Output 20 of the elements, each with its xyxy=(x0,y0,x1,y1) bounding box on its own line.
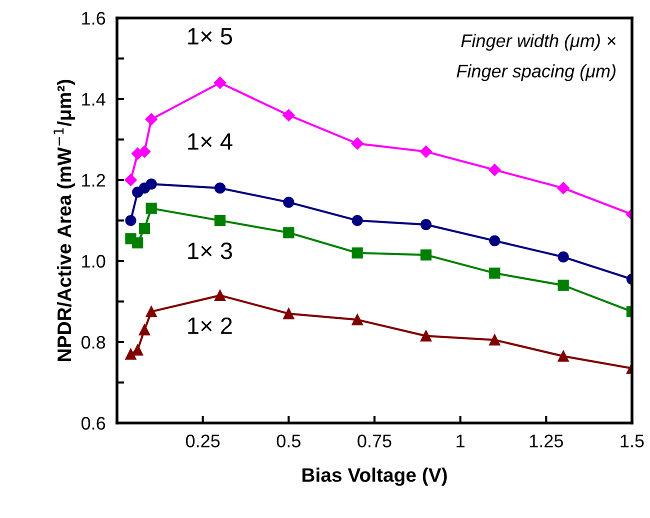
series-label: 1× 2 xyxy=(188,317,232,334)
y-tick-label: 0.6 xyxy=(81,416,106,430)
x-tick-label: 0.25 xyxy=(186,434,220,448)
x-tick-label: 1.25 xyxy=(530,434,563,448)
x-tick-label: 0.5 xyxy=(276,434,300,448)
y-tick-label: 1.2 xyxy=(82,174,105,187)
x-tick-label: 1.5 xyxy=(620,434,644,448)
y-tick-label: 0.8 xyxy=(81,336,106,349)
series-label: 1× 4 xyxy=(188,133,232,150)
series-label: 1× 3 xyxy=(188,242,232,260)
x-tick-label: 1 xyxy=(456,434,464,448)
y-axis-title: NPDR/Active Area (mW$^{−1}$/μm²) xyxy=(54,80,76,361)
annotation: Finger width (μm) × xyxy=(461,34,616,51)
x-tick-label: 0.75 xyxy=(358,434,392,448)
x-axis-title: Bias Voltage (V) xyxy=(302,468,447,486)
series-label: 1× 5 xyxy=(188,28,232,45)
y-tick-label: 1.4 xyxy=(82,93,106,106)
annotation: Finger spacing (μm) xyxy=(456,64,616,82)
y-tick-label: 1.6 xyxy=(82,12,106,25)
y-tick-label: 1.0 xyxy=(82,254,106,268)
